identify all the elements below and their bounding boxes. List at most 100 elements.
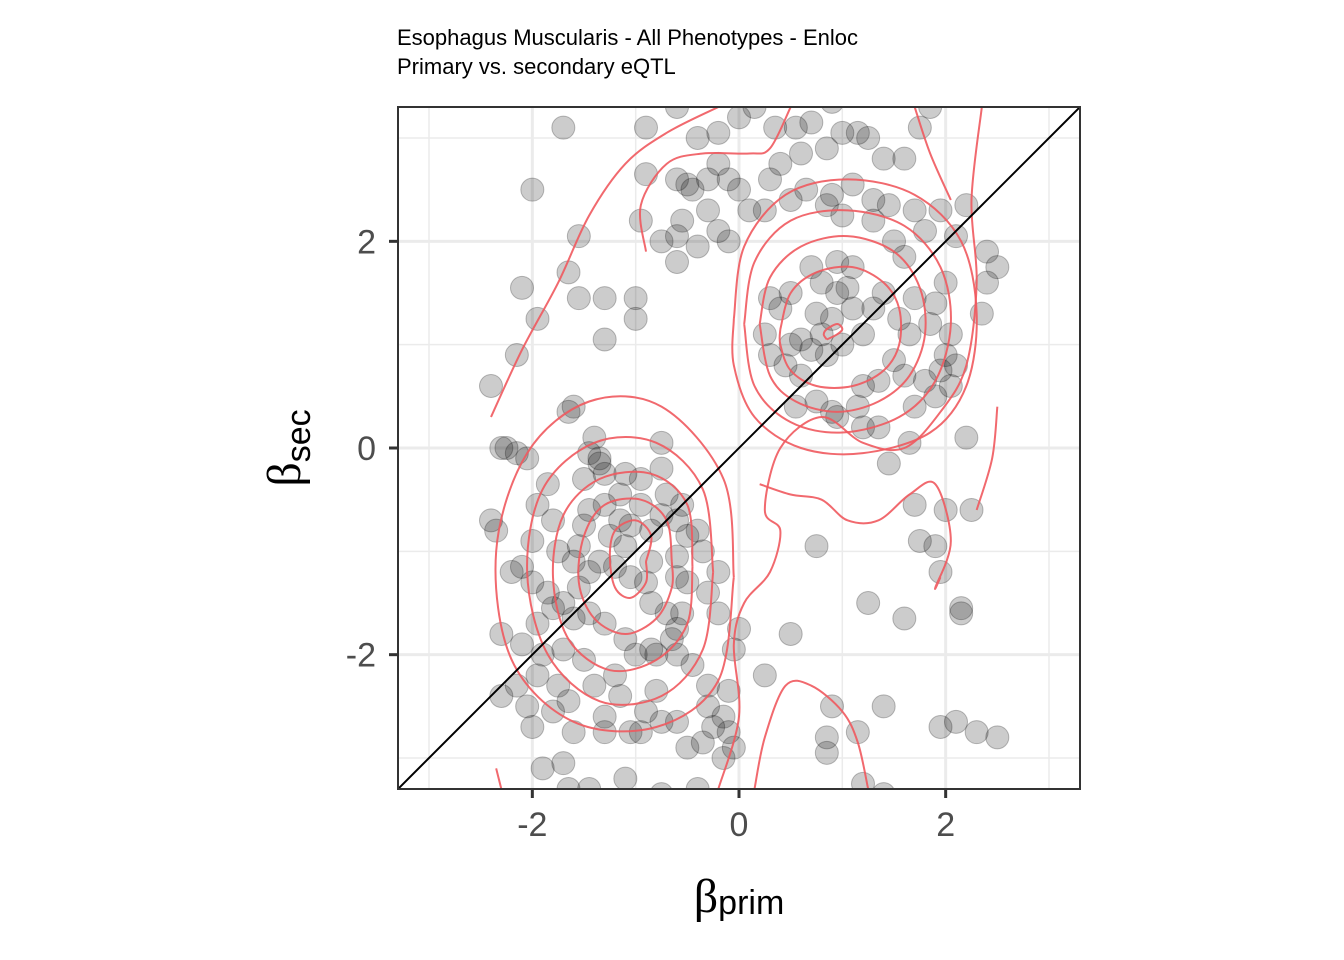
data-point <box>840 296 865 321</box>
data-point <box>489 436 514 460</box>
data-point <box>520 177 545 202</box>
data-point <box>892 606 917 631</box>
chart-title: Esophagus Muscularis - All Phenotypes - … <box>397 25 858 50</box>
data-point <box>897 322 922 347</box>
data-point <box>814 725 839 750</box>
data-point <box>954 425 979 450</box>
data-point <box>639 591 664 615</box>
y-tick-label: -2 <box>346 637 376 675</box>
data-point <box>928 715 953 739</box>
contour-line <box>913 107 952 201</box>
y-tick-label: 0 <box>357 430 376 468</box>
data-point <box>680 653 705 677</box>
data-point <box>944 709 968 734</box>
data-point <box>525 663 550 688</box>
data-point <box>650 782 673 789</box>
data-point <box>525 306 550 331</box>
data-point <box>892 244 917 269</box>
data-point <box>613 534 638 559</box>
data-point <box>799 337 824 362</box>
data-point <box>861 188 886 212</box>
data-point <box>778 332 803 357</box>
data-point <box>876 451 901 476</box>
data-point <box>561 606 586 631</box>
data-point <box>685 518 710 543</box>
data-point <box>665 565 689 590</box>
data-point <box>716 229 741 254</box>
data-point <box>592 327 617 352</box>
data-point <box>856 126 881 150</box>
data-point <box>551 751 576 776</box>
data-point <box>685 126 710 150</box>
data-point <box>572 647 596 672</box>
data-point <box>665 544 689 569</box>
contour-line <box>490 107 719 418</box>
data-point <box>711 704 736 729</box>
data-point <box>696 198 720 223</box>
data-point <box>628 492 653 517</box>
data-point <box>752 663 777 688</box>
x-tick-label: -2 <box>517 806 547 844</box>
data-point <box>685 777 710 789</box>
y-tick-label: 2 <box>357 223 376 261</box>
data-point <box>799 110 824 135</box>
data-point <box>634 115 658 140</box>
data-point <box>618 565 643 590</box>
contour-line <box>731 178 978 456</box>
data-point <box>504 343 529 367</box>
data-point <box>613 627 638 652</box>
y-axis-symbol: β <box>258 462 311 486</box>
data-point <box>685 234 710 259</box>
data-point <box>851 322 875 347</box>
data-point <box>675 172 700 197</box>
data-point <box>820 694 844 719</box>
data-point <box>623 642 648 667</box>
data-point <box>587 451 612 476</box>
data-point <box>670 208 695 233</box>
contour-line <box>494 395 735 733</box>
data-point <box>768 151 793 176</box>
data-point <box>789 141 813 166</box>
data-point <box>742 107 767 119</box>
data-point <box>510 275 534 300</box>
data-point <box>665 224 689 249</box>
data-point <box>680 177 705 202</box>
data-point <box>814 740 839 765</box>
data-point <box>923 291 948 316</box>
data-point <box>763 115 788 140</box>
data-point <box>706 120 731 145</box>
data-point <box>892 363 917 388</box>
data-point <box>928 198 953 223</box>
data-point <box>649 456 674 481</box>
data-point <box>654 482 679 507</box>
data-point <box>871 694 896 719</box>
data-point <box>985 255 1010 280</box>
y-axis: -2 0 2 <box>346 223 398 675</box>
data-point <box>902 198 927 223</box>
data-point <box>706 560 731 584</box>
data-point <box>721 735 746 760</box>
data-point <box>556 260 581 285</box>
data-point <box>494 436 519 460</box>
data-point <box>546 539 571 564</box>
data-point <box>572 467 596 491</box>
data-point <box>665 107 689 119</box>
data-point <box>592 286 617 311</box>
data-point <box>706 219 731 243</box>
data-point <box>804 301 829 326</box>
data-point <box>603 663 627 688</box>
data-point <box>825 405 850 429</box>
data-point <box>665 250 689 274</box>
data-point <box>499 560 524 584</box>
data-point <box>479 508 503 533</box>
contour-line <box>608 519 653 599</box>
data-point <box>923 384 948 409</box>
data-point <box>520 529 545 553</box>
y-axis-subscript: sec <box>280 409 318 462</box>
data-point <box>964 720 989 745</box>
data-point <box>525 492 550 517</box>
data-point <box>582 673 607 698</box>
data-point <box>716 167 741 192</box>
contour-line <box>753 679 870 789</box>
